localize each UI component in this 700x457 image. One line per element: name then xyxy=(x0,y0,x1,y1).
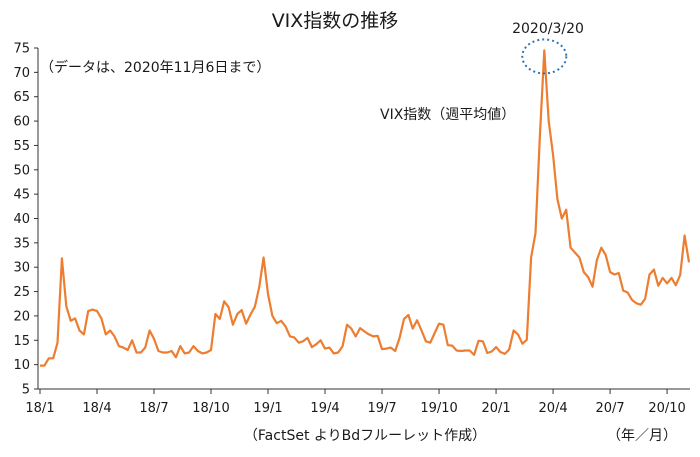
x-unit-label: （年／月） xyxy=(607,428,677,444)
x-tick-label: 20/10 xyxy=(648,401,685,416)
x-tick-label: 19/1 xyxy=(253,401,282,416)
x-tick-label: 19/10 xyxy=(420,401,457,416)
y-tick-label: 30 xyxy=(13,261,30,276)
y-tick-label: 75 xyxy=(13,42,30,57)
x-tick-label: 18/7 xyxy=(139,401,168,416)
data-period-note: （データは、2020年11月6日まで） xyxy=(40,59,270,76)
chart-title: VIX指数の推移 xyxy=(272,10,399,32)
y-tick-label: 20 xyxy=(13,309,30,324)
y-tick-label: 50 xyxy=(13,163,30,178)
x-tick-label: 19/4 xyxy=(310,401,339,416)
y-tick-label: 15 xyxy=(13,334,30,349)
plot-area: 5 10 15 20 25 30 35 40 45 50 55 60 65 70 75 18/1 18/4 18/… xyxy=(13,38,691,416)
vix-series-line xyxy=(40,49,691,367)
x-tick-label: 18/1 xyxy=(25,401,54,416)
series-label: VIX指数（週平均値） xyxy=(380,107,515,123)
x-tick-label: 20/1 xyxy=(481,401,510,416)
x-tick-label: 19/7 xyxy=(367,401,396,416)
y-tick-label: 35 xyxy=(13,236,30,251)
y-tick-label: 40 xyxy=(13,212,30,227)
x-tick-label: 18/10 xyxy=(192,401,229,416)
y-tick-label: 45 xyxy=(13,188,30,203)
y-tick-label: 25 xyxy=(13,285,30,300)
y-tick-label: 55 xyxy=(13,139,30,154)
y-tick-label: 5 xyxy=(22,383,30,398)
y-tick-label: 65 xyxy=(13,90,30,105)
y-tick-label: 70 xyxy=(13,66,30,81)
y-tick-label: 60 xyxy=(13,115,30,130)
x-tick-label: 20/4 xyxy=(538,401,567,416)
y-tick-label: 10 xyxy=(13,358,30,373)
source-note: （FactSet よりBdフルーレット作成） xyxy=(244,428,486,444)
x-tick-label: 18/4 xyxy=(82,401,111,416)
peak-date-label: 2020/3/20 xyxy=(512,21,584,37)
peak-highlight-circle xyxy=(521,38,568,75)
x-tick-label: 20/7 xyxy=(595,401,624,416)
